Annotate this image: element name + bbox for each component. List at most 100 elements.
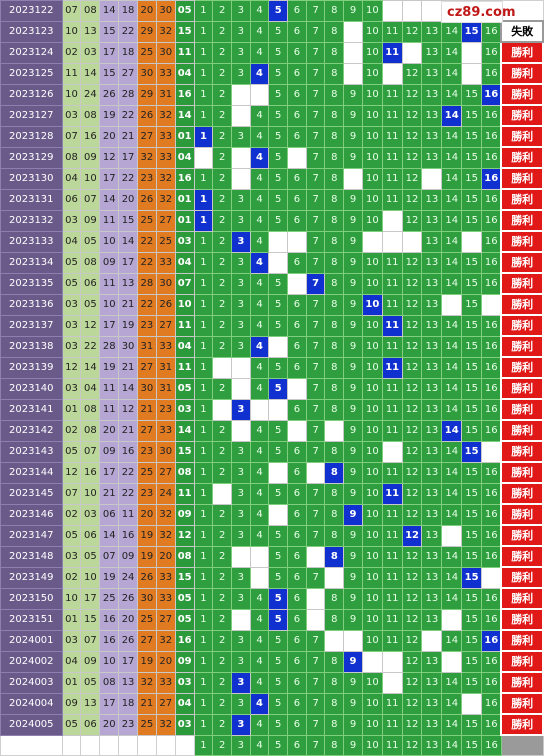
result-badge: 勝利 (500, 209, 544, 232)
number-cell: 9 (343, 461, 363, 484)
number-cell: 8 (324, 125, 345, 148)
drawn-number: 14 (118, 377, 138, 400)
hit-number-cell: 3 (230, 230, 251, 253)
result-badge: 勝利 (500, 167, 544, 190)
number-cell: 5 (268, 629, 289, 652)
number-cell: 5 (268, 293, 289, 316)
hit-number-cell: 4 (249, 692, 270, 715)
empty-number-cell (212, 356, 232, 379)
empty-number-cell (441, 524, 463, 547)
drawn-number: 27 (118, 62, 138, 85)
number-cell: 14 (441, 440, 463, 463)
empty-number-cell (481, 293, 502, 316)
number-cell: 8 (324, 230, 345, 253)
table-row: 2023127 03 08 19 22 26 32 14 1 2 4 5 6 7 8 9 10 11 12 13 14 1… (0, 104, 544, 127)
number-cell: 10 (361, 104, 383, 127)
drawn-number: 14 (99, 0, 120, 22)
number-cell: 15 (461, 461, 483, 484)
drawn-number: 17 (99, 692, 120, 715)
number-cell: 5 (268, 62, 289, 85)
drawn-number: 22 (118, 167, 138, 190)
number-cell: 2 (212, 671, 232, 694)
number-cell: 12 (401, 398, 423, 421)
site-logo[interactable]: cz89.com (441, 1, 516, 23)
drawn-number: 19 (118, 314, 138, 337)
empty-number-cell (230, 545, 251, 568)
drawn-number: 12 (118, 398, 138, 421)
number-cell: 5 (268, 671, 289, 694)
empty-number-cell (230, 167, 251, 190)
number-cell: 4 (249, 0, 270, 22)
footer-number-cell: 13 (421, 734, 443, 756)
empty-number-cell (230, 104, 251, 127)
position-value: 16 (174, 167, 195, 190)
number-cell: 16 (481, 335, 502, 358)
issue-number: 2023148 (0, 545, 63, 568)
hit-number-cell: 11 (381, 356, 403, 379)
number-cell: 2 (212, 125, 232, 148)
number-cell: 15 (461, 587, 483, 610)
hit-number-cell: 5 (268, 608, 289, 631)
number-cell: 3 (230, 251, 251, 274)
number-cell: 14 (441, 62, 463, 85)
drawn-number: 17 (99, 167, 120, 190)
drawn-number: 15 (99, 20, 120, 43)
footer-empty-cell (99, 734, 120, 756)
table-row: 2023145 07 10 21 22 23 24 11 1 3 4 5 6 7 8 9 10 11 12 13 14 1… (0, 482, 544, 505)
empty-number-cell (268, 461, 289, 484)
empty-number-cell (461, 41, 483, 64)
number-cell: 11 (381, 566, 403, 589)
drawn-number: 33 (155, 125, 176, 148)
hit-number-cell: 9 (343, 503, 363, 526)
drawn-number: 07 (61, 482, 82, 505)
number-cell: 16 (481, 608, 502, 631)
drawn-number: 30 (155, 440, 176, 463)
number-cell: 15 (461, 83, 483, 106)
drawn-number: 30 (155, 41, 176, 64)
result-badge: 勝利 (500, 188, 544, 211)
table-row: 2023151 01 15 16 20 25 27 05 1 2 4 5 6 8 9 10 11 12 13 15 16… (0, 608, 544, 631)
number-cell: 10 (361, 335, 383, 358)
number-cell: 15 (461, 104, 483, 127)
number-cell: 4 (249, 125, 270, 148)
position-value: 05 (174, 0, 195, 22)
drawn-number: 22 (118, 104, 138, 127)
drawn-number: 07 (61, 125, 82, 148)
empty-number-cell (268, 335, 289, 358)
drawn-number: 26 (136, 188, 157, 211)
drawn-number: 16 (80, 461, 101, 484)
number-cell: 7 (305, 209, 326, 232)
drawn-number: 17 (80, 587, 101, 610)
number-cell: 13 (421, 419, 443, 442)
number-cell: 12 (401, 692, 423, 715)
number-cell: 6 (287, 125, 307, 148)
issue-number: 2023139 (0, 356, 63, 379)
issue-number: 2023130 (0, 167, 63, 190)
number-cell: 3 (230, 125, 251, 148)
number-cell: 5 (268, 83, 289, 106)
number-cell: 1 (193, 335, 214, 358)
empty-number-cell (343, 41, 363, 64)
drawn-number: 21 (118, 293, 138, 316)
table-row: 2023149 02 10 19 24 26 33 15 1 2 3 5 6 7 9 10 11 12 13 14 15… (0, 566, 544, 589)
result-badge: 勝利 (500, 356, 544, 379)
position-value: 01 (174, 125, 195, 148)
number-cell: 9 (343, 692, 363, 715)
number-cell: 16 (481, 104, 502, 127)
hit-number-cell: 11 (381, 41, 403, 64)
number-cell: 3 (230, 461, 251, 484)
empty-number-cell (401, 230, 423, 253)
number-cell: 4 (249, 419, 270, 442)
number-cell: 4 (249, 230, 270, 253)
number-cell: 9 (343, 251, 363, 274)
drawn-number: 17 (99, 41, 120, 64)
drawn-number: 19 (99, 104, 120, 127)
number-cell: 8 (324, 524, 345, 547)
result-badge: 勝利 (500, 671, 544, 694)
number-cell: 10 (361, 167, 383, 190)
drawn-number: 22 (118, 482, 138, 505)
number-cell: 9 (343, 671, 363, 694)
number-cell: 14 (441, 335, 463, 358)
drawn-number: 30 (155, 272, 176, 295)
number-cell: 11 (381, 188, 403, 211)
